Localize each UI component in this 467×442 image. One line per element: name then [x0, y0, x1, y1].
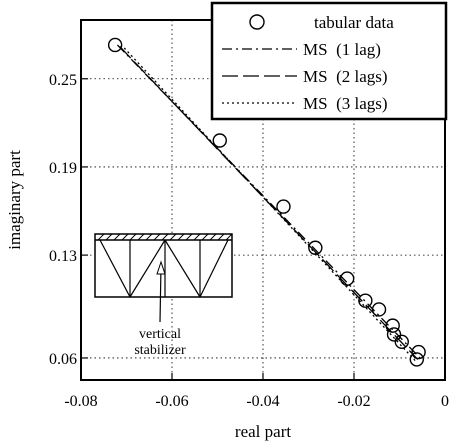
legend-label: tabular data [314, 13, 394, 32]
y-tick-label: 0.19 [49, 160, 77, 177]
x-tick-label: 0 [441, 393, 449, 410]
axis-ticks: -0.08 -0.06 -0.04 -0.02 0 0.06 0.13 0.19 0.25 [49, 72, 449, 410]
hatch-mark [113, 233, 121, 241]
hatch-mark [121, 233, 129, 241]
x-tick-label: -0.08 [64, 393, 97, 410]
legend-marker [249, 14, 265, 30]
annotation-label-line-2: stabilizer [134, 343, 186, 358]
hatch-mark [161, 233, 169, 241]
hatch-mark [137, 233, 145, 241]
annotation-arrow-shaft [159, 265, 162, 323]
hatch-mark [217, 233, 225, 241]
truss-hatching [97, 233, 233, 241]
series-line-ms-3-lags [123, 47, 416, 362]
hatch-mark [201, 233, 209, 241]
x-tick-label: -0.02 [337, 393, 370, 410]
hatch-mark [145, 233, 153, 241]
truss-member [199, 239, 229, 298]
data-point [107, 37, 123, 53]
hatch-mark [153, 233, 161, 241]
hatch-mark [177, 233, 185, 241]
truss-member [99, 239, 131, 298]
data-point [212, 133, 227, 148]
y-tick-label: 0.13 [49, 248, 77, 265]
legend-label: MS (2 lags) [303, 67, 388, 86]
truss-member [164, 239, 201, 298]
data-point [386, 327, 402, 342]
hatch-mark [209, 233, 217, 241]
hatch-mark [129, 233, 137, 241]
annotation-label-line-1: vertical [139, 327, 181, 342]
y-tick-label: 0.06 [49, 351, 77, 368]
data-point [371, 302, 387, 317]
data-point [358, 293, 373, 308]
hatch-mark [185, 233, 193, 241]
data-series [107, 37, 426, 367]
hatch-mark [193, 233, 201, 241]
truss-inset: vertical stabilizer [94, 233, 233, 358]
annotation-arrow-head [156, 260, 166, 275]
data-point [411, 344, 426, 360]
data-point [308, 240, 323, 255]
data-point [339, 271, 355, 286]
data-point [394, 334, 409, 349]
x-tick-label: -0.06 [155, 393, 188, 410]
hatch-mark [169, 233, 177, 241]
legend-box [210, 1, 448, 121]
data-point [409, 352, 424, 367]
legend-label: MS (3 lags) [303, 94, 388, 113]
y-tick-label: 0.25 [49, 72, 77, 89]
x-axis-title: real part [235, 422, 291, 441]
legend-label: MS (1 lag) [303, 40, 381, 59]
x-tick-label: -0.04 [246, 393, 279, 410]
truss-outline [94, 233, 233, 298]
legend: tabular data MS (1 lag) MS (2 lags) MS (3 l… [210, 1, 448, 121]
data-point [276, 199, 291, 214]
hatch-mark [225, 233, 233, 241]
hatch-mark [97, 233, 105, 241]
truss-member [129, 239, 166, 298]
y-axis-title: imaginary part [5, 150, 24, 250]
hatch-mark [105, 233, 113, 241]
data-point [385, 318, 400, 333]
